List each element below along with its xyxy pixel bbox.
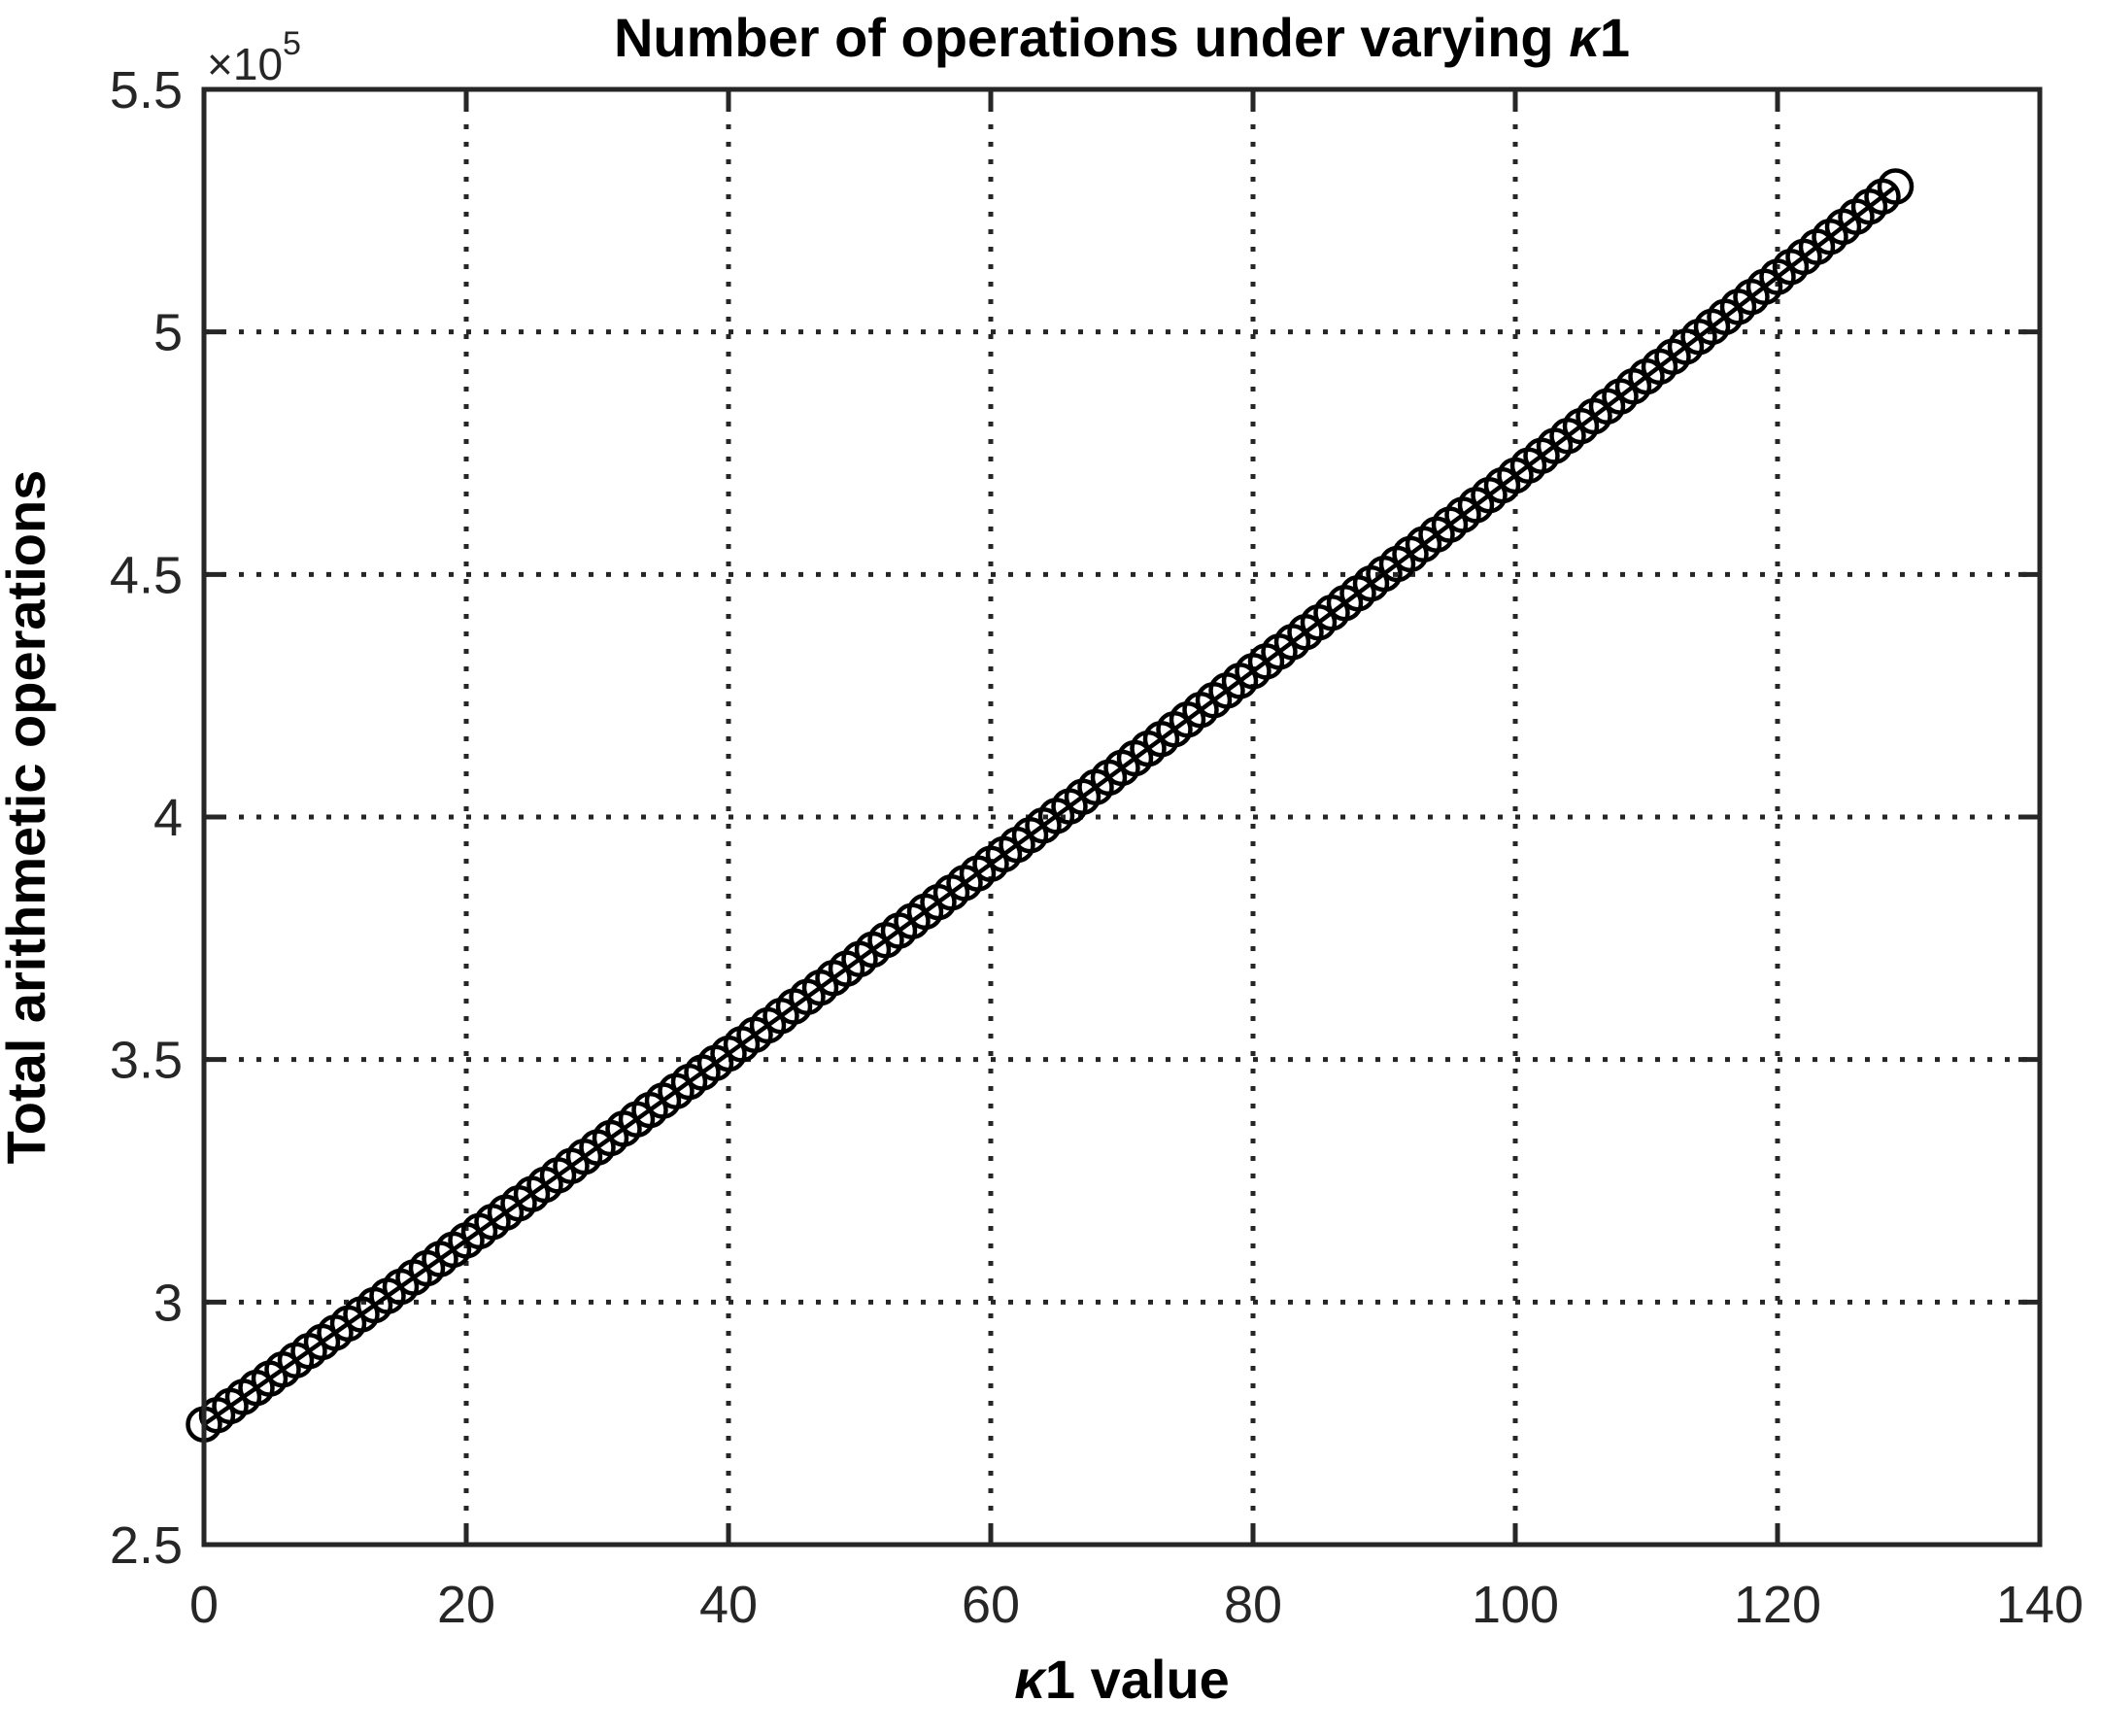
chart-title-main: Number of operations under varying	[614, 7, 1569, 68]
y-tick-label: 4.5	[110, 546, 183, 604]
data-series-line	[202, 185, 1897, 1427]
y-tick-label: 5	[153, 304, 183, 362]
chart-title: Number of operations under varying κ1	[614, 7, 1630, 68]
x-tick-label: 60	[962, 1576, 1020, 1634]
y-tick-label: 3	[153, 1274, 183, 1332]
y-tick-label: 4	[153, 789, 183, 847]
x-tick-label: 80	[1224, 1576, 1282, 1634]
data-point-marker	[1877, 168, 1915, 205]
chart-title-kappa: κ	[1569, 7, 1602, 68]
series-layer	[186, 168, 1915, 1443]
tick-marks-layer	[201, 86, 2043, 1548]
x-axis-label-kappa: κ	[1014, 1649, 1047, 1710]
x-tick-label: 140	[1996, 1576, 2084, 1634]
y-tick-label: 5.5	[110, 61, 183, 119]
y-axis-label: Total arithmetic operations	[0, 470, 56, 1165]
tick-labels-layer: 0 20 40 60 80 100 120 140 2.5 3 3.5 4 4.5 5 5.5	[110, 61, 2084, 1634]
y-axis-multiplier: ×105	[207, 25, 301, 89]
y-tick-label: 2.5	[110, 1516, 183, 1575]
x-tick-label: 0	[189, 1576, 219, 1634]
x-tick-label: 20	[437, 1576, 495, 1634]
x-tick-label: 120	[1734, 1576, 1821, 1634]
chart-title-suffix: 1	[1600, 7, 1630, 68]
x-tick-label: 40	[699, 1576, 758, 1634]
y-axis-multiplier-exponent: 5	[283, 25, 301, 62]
x-axis-label-text: 1 value	[1045, 1649, 1230, 1710]
x-tick-label: 100	[1472, 1576, 1559, 1634]
y-axis-multiplier-base: ×10	[207, 39, 283, 89]
y-tick-label: 3.5	[110, 1032, 183, 1090]
x-axis-label: κ1 value	[1014, 1649, 1230, 1710]
